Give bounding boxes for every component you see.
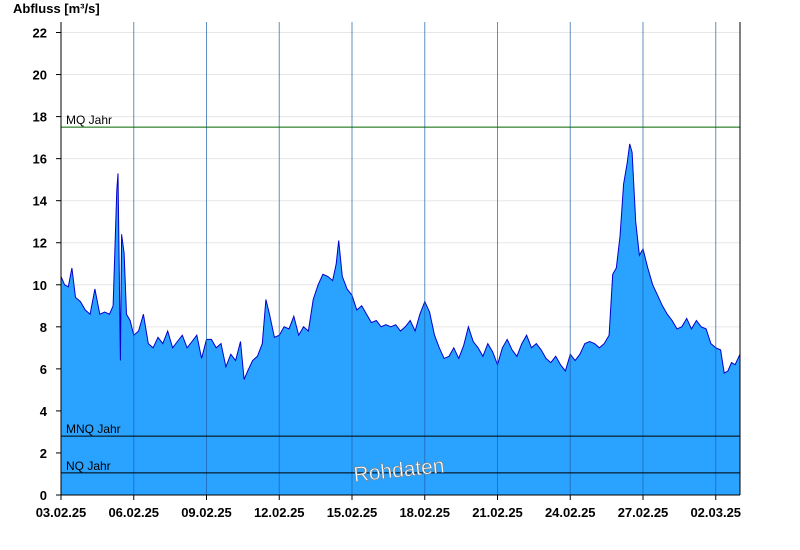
x-tick-label: 21.02.25 (472, 505, 523, 520)
x-tick-label: 27.02.25 (618, 505, 669, 520)
x-tick-label: 12.02.25 (254, 505, 305, 520)
reference-lines: MQ Jahr MNQ Jahr NQ Jahr (61, 113, 740, 474)
discharge-line (60, 143, 741, 380)
y-tick-label: 18 (33, 110, 47, 125)
x-tick-label: 24.02.25 (545, 505, 596, 520)
y-tick-label: 2 (40, 446, 47, 461)
x-tick-label: 15.02.25 (327, 505, 378, 520)
reference-line-label: MQ Jahr (66, 113, 112, 127)
y-tick-label: 0 (40, 488, 47, 503)
y-tick-label: 6 (40, 362, 47, 377)
plot-area (60, 22, 741, 495)
y-tick-label: 16 (33, 152, 47, 167)
y-tick-label: 8 (40, 320, 47, 335)
x-tick-label: 18.02.25 (399, 505, 450, 520)
y-tick-label: 12 (33, 236, 47, 251)
y-tick-label: 4 (40, 404, 48, 419)
y-tick-label: 10 (33, 278, 47, 293)
x-tick-label: 09.02.25 (181, 505, 232, 520)
x-tick-label: 02.03.25 (690, 505, 741, 520)
x-tick-label: 06.02.25 (108, 505, 159, 520)
x-tick-label: 03.02.25 (36, 505, 87, 520)
reference-line-label: NQ Jahr (66, 459, 111, 473)
y-tick-label: 22 (33, 26, 47, 41)
reference-line-label: MNQ Jahr (66, 422, 121, 436)
discharge-area (61, 143, 740, 495)
y-axis-label: Abfluss [m³/s] (13, 1, 100, 16)
y-tick-label: 14 (33, 194, 48, 209)
y-tick-label: 20 (33, 68, 47, 83)
axes: 0 2 4 6 8 10 12 14 16 18 20 22 03.02.25 06.02.25 09.02… (33, 22, 741, 520)
